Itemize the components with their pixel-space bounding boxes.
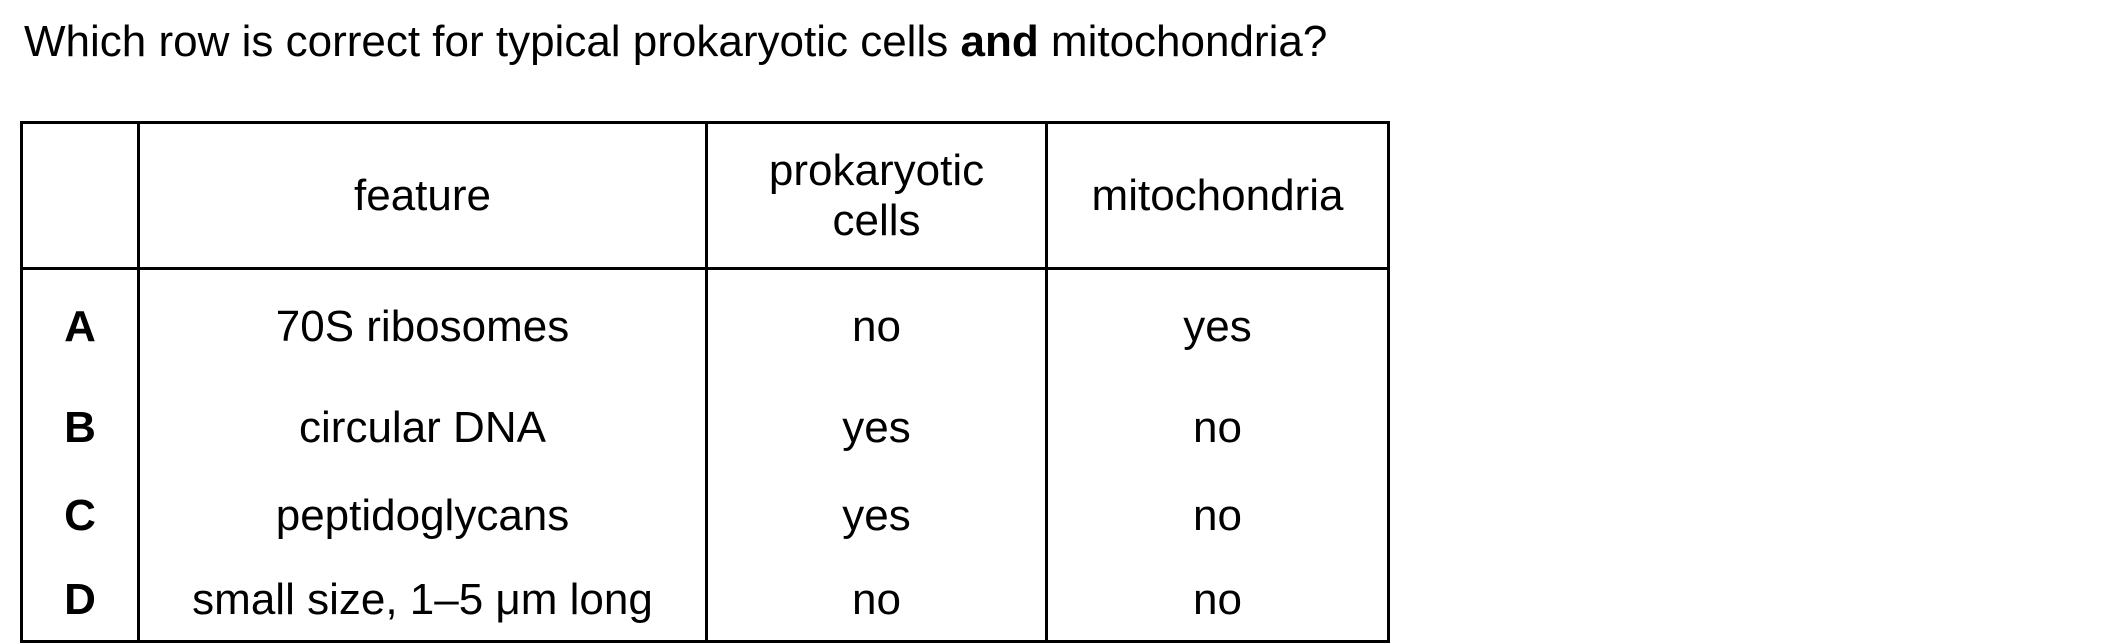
table-row: A 70S ribosomes no yes [20, 268, 1390, 384]
header-mitochondria: mitochondria [1045, 121, 1390, 270]
row-mitochondria: no [1045, 384, 1390, 472]
row-feature: peptidoglycans [137, 472, 708, 560]
header-prokaryotic: prokaryotic cells [705, 121, 1048, 270]
row-mitochondria: yes [1045, 268, 1390, 384]
table-row: B circular DNA yes no [20, 384, 1390, 472]
row-feature: circular DNA [137, 384, 708, 472]
header-prokaryotic-line1: prokaryotic [768, 145, 985, 195]
row-mitochondria: no [1045, 472, 1390, 560]
row-feature: 70S ribosomes [137, 268, 708, 384]
header-feature: feature [137, 121, 708, 270]
header-key [20, 121, 140, 270]
row-prokaryotic: no [705, 560, 1048, 643]
row-mitochondria: no [1045, 560, 1390, 643]
row-prokaryotic: no [705, 268, 1048, 384]
row-key: A [20, 268, 140, 384]
question-text: Which row is correct for typical prokary… [24, 14, 1327, 70]
row-key: D [20, 560, 140, 643]
row-prokaryotic: yes [705, 384, 1048, 472]
question-prefix: Which row is correct for typical prokary… [24, 17, 961, 66]
row-key: C [20, 472, 140, 560]
row-feature: small size, 1–5 μm long [137, 560, 708, 643]
header-prokaryotic-line2: cells [832, 195, 921, 245]
answer-table: feature prokaryotic cells mitochondria A … [20, 121, 1390, 643]
table-row: C peptidoglycans yes no [20, 472, 1390, 560]
table-row: D small size, 1–5 μm long no no [20, 560, 1390, 643]
question-emphasis: and [960, 17, 1039, 66]
header-row: feature prokaryotic cells mitochondria [20, 121, 1390, 270]
row-prokaryotic: yes [705, 472, 1048, 560]
question-suffix: mitochondria? [1038, 17, 1328, 66]
row-key: B [20, 384, 140, 472]
